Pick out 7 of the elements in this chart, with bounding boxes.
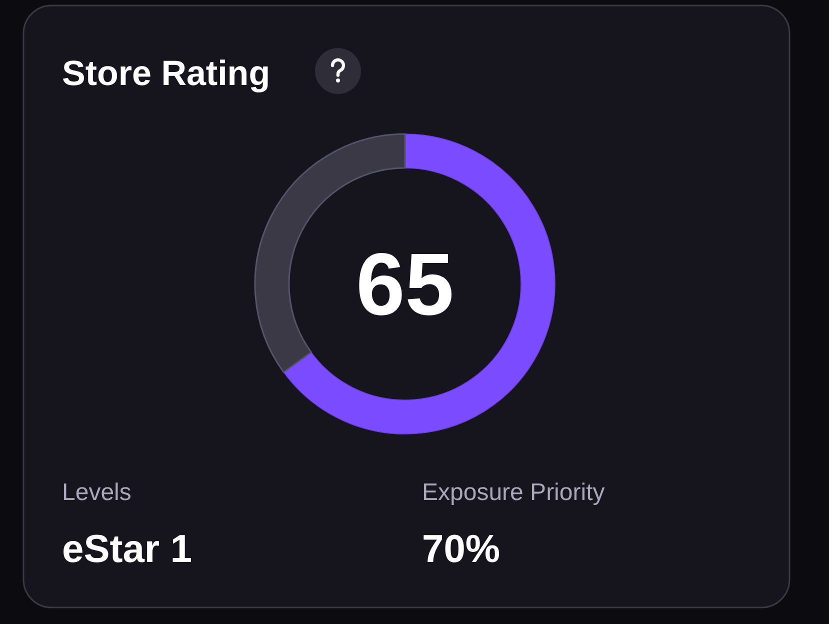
chart-title: Store Rating: [62, 54, 270, 93]
text: eStar 1: [62, 528, 192, 571]
text: Exposure Priority: [422, 479, 605, 506]
text: Levels: [62, 479, 132, 506]
text: 65: [356, 234, 454, 334]
donut-slice: [283, 134, 556, 434]
text: 70%: [422, 528, 500, 571]
